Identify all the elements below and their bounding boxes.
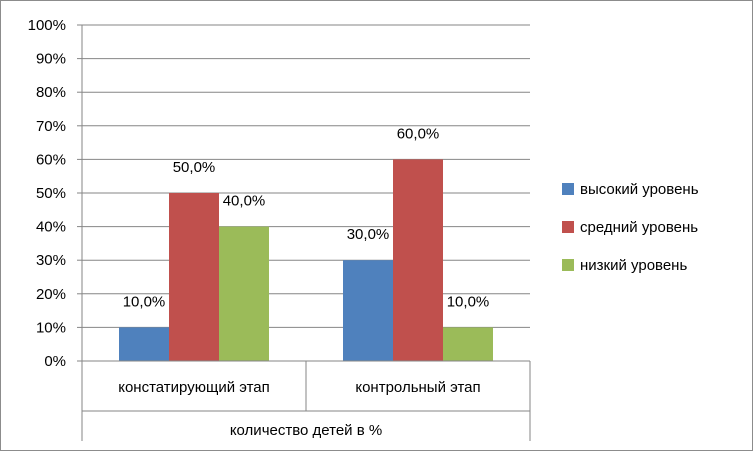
bar: [119, 327, 169, 361]
data-label: 30,0%: [347, 226, 390, 243]
legend-swatch: [562, 183, 574, 195]
legend-swatch: [562, 259, 574, 271]
data-label: 10,0%: [447, 293, 490, 310]
bar: [219, 226, 269, 361]
y-tick-label: 30%: [36, 252, 66, 269]
bar: [169, 193, 219, 361]
y-tick-label: 10%: [36, 319, 66, 336]
y-tick-label: 80%: [36, 84, 66, 101]
y-tick-label: 100%: [28, 17, 66, 34]
y-tick-label: 0%: [44, 353, 66, 370]
data-label: 40,0%: [223, 193, 266, 210]
category-labels: констатирующий этап контрольный этап колич…: [118, 379, 480, 439]
category-label: констатирующий этап: [118, 379, 270, 396]
y-tick-label: 50%: [36, 185, 66, 202]
y-axis-ticks: 0% 10% 20% 30% 40% 50% 60% 70% 80% 90% 100%: [28, 17, 82, 370]
bar: [393, 159, 443, 361]
y-tick-label: 20%: [36, 286, 66, 303]
legend-label: средний уровень: [580, 219, 698, 236]
legend-swatch: [562, 221, 574, 233]
y-tick-label: 40%: [36, 219, 66, 236]
legend-label: высокий уровень: [580, 181, 699, 198]
y-tick-label: 70%: [36, 118, 66, 135]
y-tick-label: 90%: [36, 51, 66, 68]
legend-label: низкий уровень: [580, 257, 687, 274]
data-label: 50,0%: [173, 159, 216, 176]
data-label: 10,0%: [123, 293, 166, 310]
gridlines: [82, 24, 530, 362]
bar: [443, 327, 493, 361]
category-label: контрольный этап: [355, 379, 480, 396]
bars: [119, 159, 493, 361]
y-tick-label: 60%: [36, 151, 66, 168]
data-labels: 10,0% 50,0% 40,0% 30,0% 60,0% 10,0%: [123, 125, 490, 310]
legend: высокий уровень средний уровень низкий уро…: [562, 181, 699, 274]
bar: [343, 260, 393, 361]
group-label: количество детей в %: [230, 422, 382, 439]
data-label: 60,0%: [397, 125, 440, 142]
axes: [81, 25, 531, 441]
